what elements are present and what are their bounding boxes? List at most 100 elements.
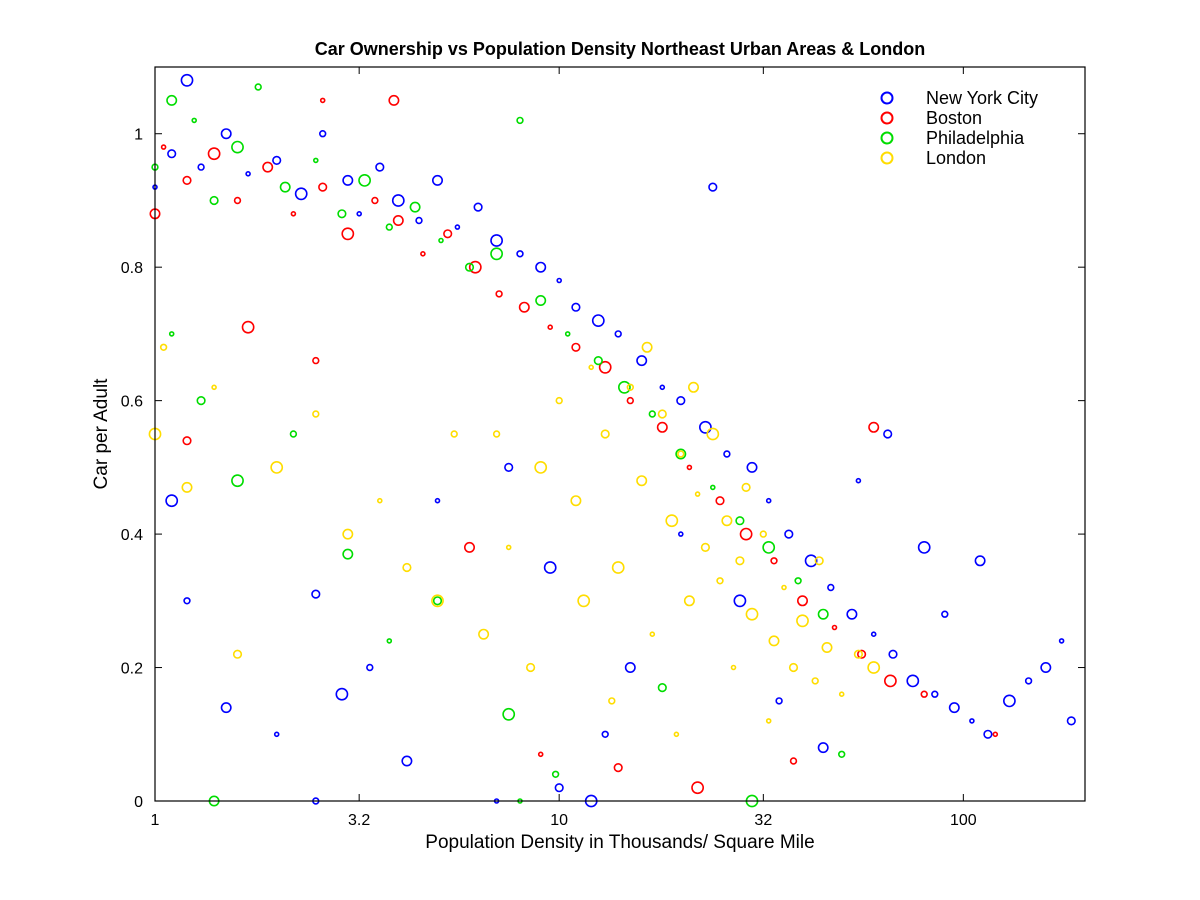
data-point — [883, 429, 893, 439]
data-point — [618, 380, 631, 394]
data-point — [570, 495, 582, 507]
data-point — [601, 730, 609, 738]
data-point — [490, 234, 503, 247]
data-point — [504, 462, 514, 473]
data-point — [821, 641, 833, 653]
data-point — [337, 209, 347, 219]
data-point — [827, 583, 835, 592]
data-point — [454, 224, 461, 230]
data-point — [888, 649, 898, 659]
data-point — [588, 364, 595, 371]
x-tick-label: 32 — [754, 812, 772, 829]
chart-title: Car Ownership vs Population Density Nort… — [315, 39, 925, 59]
data-point — [335, 687, 349, 701]
data-point — [706, 427, 720, 441]
data-point — [564, 331, 571, 337]
x-tick-label: 1 — [151, 812, 160, 829]
y-axis: 0 0.2 0.4 0.6 0.8 1 — [121, 127, 1085, 811]
legend-label: Boston — [926, 108, 982, 128]
data-point — [687, 381, 699, 393]
x-tick-label: 10 — [550, 812, 568, 829]
data-point — [676, 396, 686, 406]
data-point — [415, 216, 423, 225]
data-point — [220, 702, 232, 714]
data-point — [969, 718, 975, 724]
data-point — [231, 140, 244, 154]
data-point — [492, 430, 501, 438]
y-tick-label: 0.6 — [121, 394, 143, 411]
data-point — [318, 182, 328, 192]
data-point — [376, 497, 383, 504]
data-point — [775, 697, 783, 705]
data-point — [571, 342, 581, 352]
data-point — [884, 674, 897, 688]
data-point — [211, 384, 217, 391]
data-point — [556, 277, 563, 284]
data-point — [167, 149, 177, 159]
data-point — [571, 302, 581, 312]
data-point — [931, 690, 939, 698]
data-point — [1066, 716, 1076, 726]
data-point — [356, 211, 363, 217]
data-point — [232, 649, 243, 659]
data-point — [691, 781, 704, 795]
data-point — [502, 707, 516, 721]
data-point — [770, 557, 778, 565]
data-point — [231, 474, 244, 488]
legend-label: Philadelphia — [926, 128, 1025, 148]
legend-marker — [880, 111, 894, 125]
legend-marker — [880, 151, 894, 165]
data-point — [196, 396, 206, 406]
data-point — [741, 482, 751, 493]
data-point — [463, 541, 475, 553]
y-tick-label: 0.4 — [121, 527, 143, 544]
y-tick-label: 0 — [134, 794, 143, 811]
data-point — [473, 202, 483, 212]
data-point — [386, 638, 393, 644]
data-point — [241, 320, 255, 334]
x-tick-label: 3.2 — [348, 812, 370, 829]
data-point — [464, 262, 475, 272]
data-point — [319, 97, 326, 104]
data-point — [656, 421, 668, 433]
data-point — [516, 250, 524, 258]
series-new-york-city — [152, 73, 1076, 808]
data-point — [180, 73, 194, 87]
data-point — [319, 130, 327, 138]
data-point — [636, 475, 648, 487]
data-point — [209, 195, 219, 206]
legend-marker — [880, 91, 894, 105]
data-point — [555, 396, 563, 405]
data-point — [254, 83, 262, 91]
data-point — [233, 196, 242, 205]
data-point — [796, 614, 809, 628]
data-point — [673, 731, 680, 738]
data-point — [649, 631, 656, 638]
data-point — [613, 762, 623, 773]
data-point — [191, 117, 197, 124]
data-point — [814, 556, 824, 566]
data-point — [289, 430, 298, 438]
data-point — [554, 783, 564, 793]
data-point — [600, 429, 610, 439]
data-point — [270, 460, 284, 474]
data-point — [450, 430, 458, 438]
data-point — [765, 497, 772, 504]
x-axis-label: Population Density in Thousands/ Square … — [425, 832, 814, 853]
data-point — [657, 682, 667, 693]
data-point — [371, 196, 379, 205]
data-point — [730, 664, 737, 671]
data-point — [659, 384, 666, 391]
y-axis-label: Car per Adult — [91, 378, 112, 490]
data-point — [535, 261, 547, 273]
data-point — [683, 595, 695, 607]
data-point — [665, 514, 679, 528]
data-point — [262, 161, 274, 173]
data-point — [312, 356, 320, 365]
data-point — [831, 624, 838, 631]
data-point — [715, 496, 725, 506]
data-point — [811, 677, 819, 685]
series-boston — [149, 94, 999, 795]
data-point — [794, 577, 802, 585]
